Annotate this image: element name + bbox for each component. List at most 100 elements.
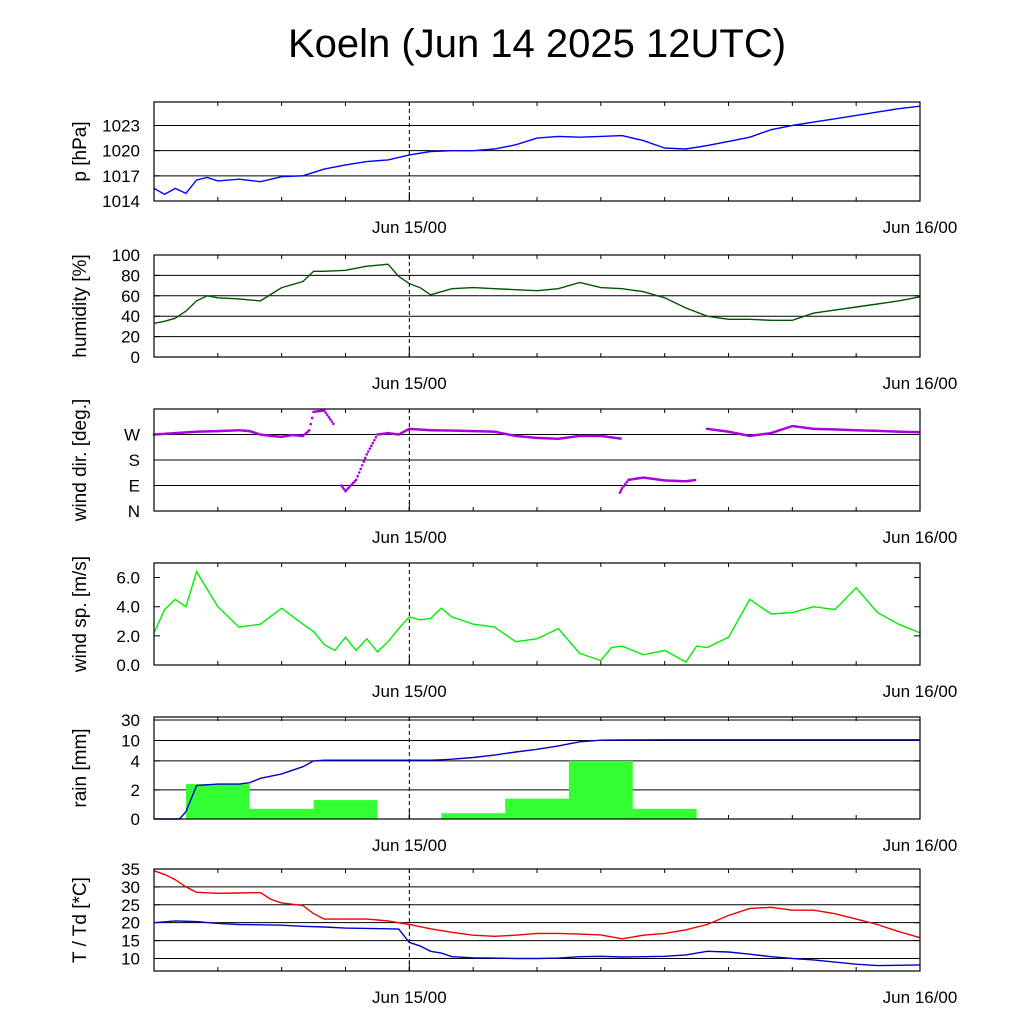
wind-dir-point bbox=[308, 428, 311, 432]
wind-dir-series bbox=[152, 409, 920, 494]
panel-frame bbox=[153, 868, 921, 972]
y-tick-label: 80 bbox=[121, 266, 140, 285]
rain-bar bbox=[249, 808, 314, 819]
x-tick-label: Jun 16/00 bbox=[883, 374, 958, 393]
rain-bar bbox=[632, 808, 697, 819]
chart-title: Koeln (Jun 14 2025 12UTC) bbox=[287, 22, 787, 66]
wind-dir-point bbox=[693, 478, 697, 482]
panel-frame bbox=[153, 562, 921, 666]
wind-dir-point bbox=[368, 447, 372, 450]
y-tick-label: 0 bbox=[131, 810, 140, 829]
x-tick-label: Jun 15/00 bbox=[372, 528, 447, 547]
wind-dir-point bbox=[619, 437, 622, 440]
panel-frame bbox=[153, 254, 921, 358]
y-tick-label: 0.0 bbox=[116, 656, 140, 675]
rain-bar bbox=[505, 798, 569, 819]
y-axis-label: rain [mm] bbox=[70, 728, 91, 807]
y-tick-label: 15 bbox=[121, 932, 140, 951]
series-line bbox=[153, 569, 921, 664]
wind-dir-point bbox=[324, 411, 328, 414]
panel-frame bbox=[153, 101, 921, 202]
y-tick-label: 1017 bbox=[102, 167, 140, 186]
wind-dir-point bbox=[322, 409, 326, 412]
x-tick-label: Jun 15/00 bbox=[372, 374, 447, 393]
y-tick-label: 10 bbox=[121, 731, 140, 750]
series-line bbox=[154, 739, 920, 820]
wind-dir-point bbox=[373, 438, 376, 442]
x-tick-label: Jun 15/00 bbox=[372, 836, 447, 855]
wind-dir-point bbox=[371, 441, 375, 445]
y-tick-label: 20 bbox=[121, 328, 140, 347]
wind-dir-point bbox=[625, 480, 629, 484]
wind-dir-point bbox=[917, 430, 920, 434]
series-line bbox=[153, 920, 921, 967]
wind-dir-point bbox=[350, 483, 353, 486]
wind-dir-point bbox=[357, 471, 361, 474]
wind-dir-point bbox=[620, 487, 624, 490]
wind-dir-point bbox=[360, 463, 364, 467]
y-tick-label: N bbox=[128, 502, 140, 521]
y-tick-label: 4 bbox=[131, 752, 140, 771]
wind-dir-point bbox=[348, 485, 352, 488]
y-axis-label: wind sp. [m/s] bbox=[70, 556, 91, 673]
y-tick-label: 30 bbox=[121, 878, 140, 897]
series-line bbox=[153, 263, 921, 324]
x-tick-label: Jun 15/00 bbox=[372, 218, 447, 237]
rain-bar bbox=[568, 760, 633, 819]
panel-1: 1014 1017 1020 1023 Jun 15/00 Jun 16/00 p [hPa… bbox=[70, 101, 958, 237]
wind-dir-point bbox=[624, 482, 627, 486]
y-tick-label: 25 bbox=[121, 896, 140, 915]
x-tick-label: Jun 16/00 bbox=[883, 528, 958, 547]
wind-dir-point bbox=[374, 436, 378, 439]
y-tick-label: 35 bbox=[121, 860, 140, 879]
y-tick-label: 100 bbox=[112, 246, 140, 265]
wind-dir-point bbox=[359, 467, 362, 471]
wind-dir-point bbox=[344, 489, 347, 493]
panel-4: 0.0 2.0 4.0 6.0 Jun 15/00 Jun 16/00 wind sp. [… bbox=[70, 556, 957, 701]
y-tick-label: 0 bbox=[131, 348, 140, 367]
wind-dir-point bbox=[325, 413, 329, 417]
wind-dir-point bbox=[341, 486, 344, 489]
y-tick-label: W bbox=[124, 426, 140, 445]
y-tick-label: 40 bbox=[121, 307, 140, 326]
wind-dir-point bbox=[329, 418, 332, 421]
wind-dir-point bbox=[351, 481, 355, 485]
y-tick-label: 4.0 bbox=[116, 598, 140, 617]
wind-dir-point bbox=[618, 491, 622, 494]
wind-dir-point bbox=[345, 488, 349, 491]
y-tick-label: 30 bbox=[121, 711, 140, 730]
wind-dir-point bbox=[366, 450, 370, 453]
wind-dir-point bbox=[622, 484, 626, 488]
y-tick-label: 10 bbox=[121, 949, 140, 968]
y-tick-label: 6.0 bbox=[116, 569, 140, 588]
y-tick-label: S bbox=[129, 451, 140, 470]
wind-dir-point bbox=[370, 444, 373, 448]
y-tick-label: E bbox=[129, 477, 140, 496]
wind-dir-point bbox=[353, 480, 356, 483]
wind-dir-point bbox=[356, 474, 359, 478]
y-axis-label: humidity [%] bbox=[70, 254, 91, 357]
wind-dir-point bbox=[363, 456, 367, 460]
wind-dir-point bbox=[339, 484, 343, 487]
wind-dir-point bbox=[342, 487, 346, 491]
wind-dir-point bbox=[310, 416, 314, 420]
y-axis-label: T / Td [*C] bbox=[70, 877, 91, 963]
wind-dir-point bbox=[309, 422, 313, 426]
rain-bar bbox=[441, 813, 506, 819]
y-tick-label: 60 bbox=[121, 287, 140, 306]
wind-dir-point bbox=[365, 453, 369, 456]
wind-dir-point bbox=[362, 460, 366, 463]
series-line bbox=[153, 105, 921, 196]
rain-bar bbox=[185, 784, 250, 819]
x-tick-label: Jun 16/00 bbox=[883, 836, 958, 855]
x-tick-label: Jun 16/00 bbox=[883, 218, 958, 237]
wind-dir-point bbox=[330, 420, 334, 423]
x-tick-label: Jun 15/00 bbox=[372, 988, 447, 1007]
y-axis-label: wind dir. [deg.] bbox=[70, 399, 91, 523]
wind-dir-point bbox=[327, 415, 331, 419]
x-tick-label: Jun 16/00 bbox=[883, 988, 958, 1007]
